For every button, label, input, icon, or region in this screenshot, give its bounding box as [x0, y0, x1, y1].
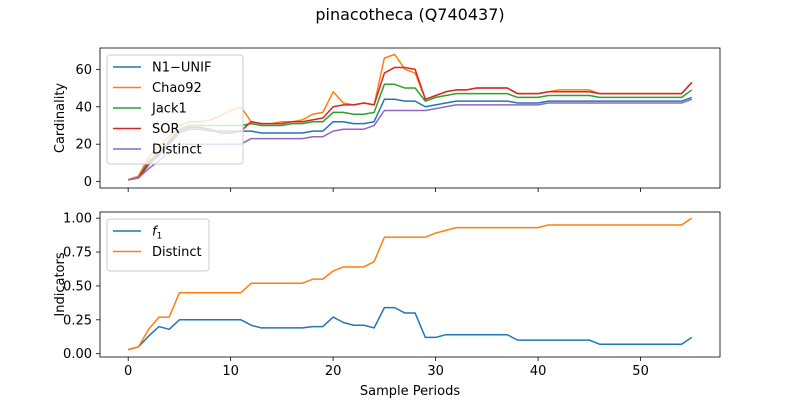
chart-1-x-tick-label: 0	[124, 364, 132, 379]
chart-1-y-axis-label: Indicators	[53, 252, 68, 316]
chart-0-legend-label: Jack1	[151, 102, 187, 117]
chart-1-y-tick-label: 0.50	[63, 279, 92, 294]
chart-1-x-tick-label: 10	[222, 364, 239, 379]
chart-0-legend: N1−UNIF Chao92 Jack1 SOR Distinct	[106, 54, 244, 165]
figure-title: pinacotheca (Q740437)	[315, 5, 504, 24]
chart-1-x-tick-label: 20	[325, 364, 342, 379]
chart-1-legend-label: f1	[152, 225, 162, 242]
chart-0-y-tick-label: 40	[75, 100, 92, 115]
indicators-panel: 0 10 20 30 40 50 0.00 0.25 0.50 0.75 1.00 Indicator…	[53, 211, 721, 399]
chart-0-y-tick-label: 60	[75, 63, 92, 78]
cardinality-panel: 0 20 40 60 Cardinality N1−UNIF Chao92 Jack1 SOR D…	[53, 47, 721, 192]
chart-0-y-tick-label: 20	[75, 138, 92, 153]
chart-0-y-axis-label: Cardinality	[53, 83, 68, 154]
chart-0-legend-label: SOR	[152, 122, 180, 137]
chart-1-x-tick-label: 40	[530, 364, 547, 379]
chart-1-y-tick-label: 0.75	[63, 246, 92, 261]
chart-0-y-tick-label: 0	[84, 175, 92, 190]
chart-1-series-f1-line	[127, 306, 693, 351]
chart-0-axes-frame	[99, 47, 721, 189]
chart-1-y-tick-label: 0.00	[63, 347, 92, 362]
chart-1-series-distinct-line	[127, 217, 693, 351]
chart-0-legend-label: Chao92	[152, 81, 202, 96]
chart-0-legend-box	[106, 54, 244, 165]
chart-1-y-tick-label: 1.00	[63, 212, 92, 227]
chart-1-x-tick-label: 30	[427, 364, 444, 379]
chart-1-x-tick-label: 50	[632, 364, 649, 379]
chart-0-legend-label: Distinct	[152, 143, 202, 158]
chart-1-x-axis-label: Sample Periods	[360, 384, 460, 399]
chart-1-axes-frame	[99, 211, 721, 358]
chart-1-legend: f1 Distinct	[106, 218, 210, 272]
chart-1-y-tick-label: 0.25	[63, 313, 92, 328]
chart-1-legend-label: Distinct	[152, 245, 202, 260]
chart-1-legend-box	[106, 218, 210, 272]
chart-0-legend-label: N1−UNIF	[152, 61, 211, 76]
